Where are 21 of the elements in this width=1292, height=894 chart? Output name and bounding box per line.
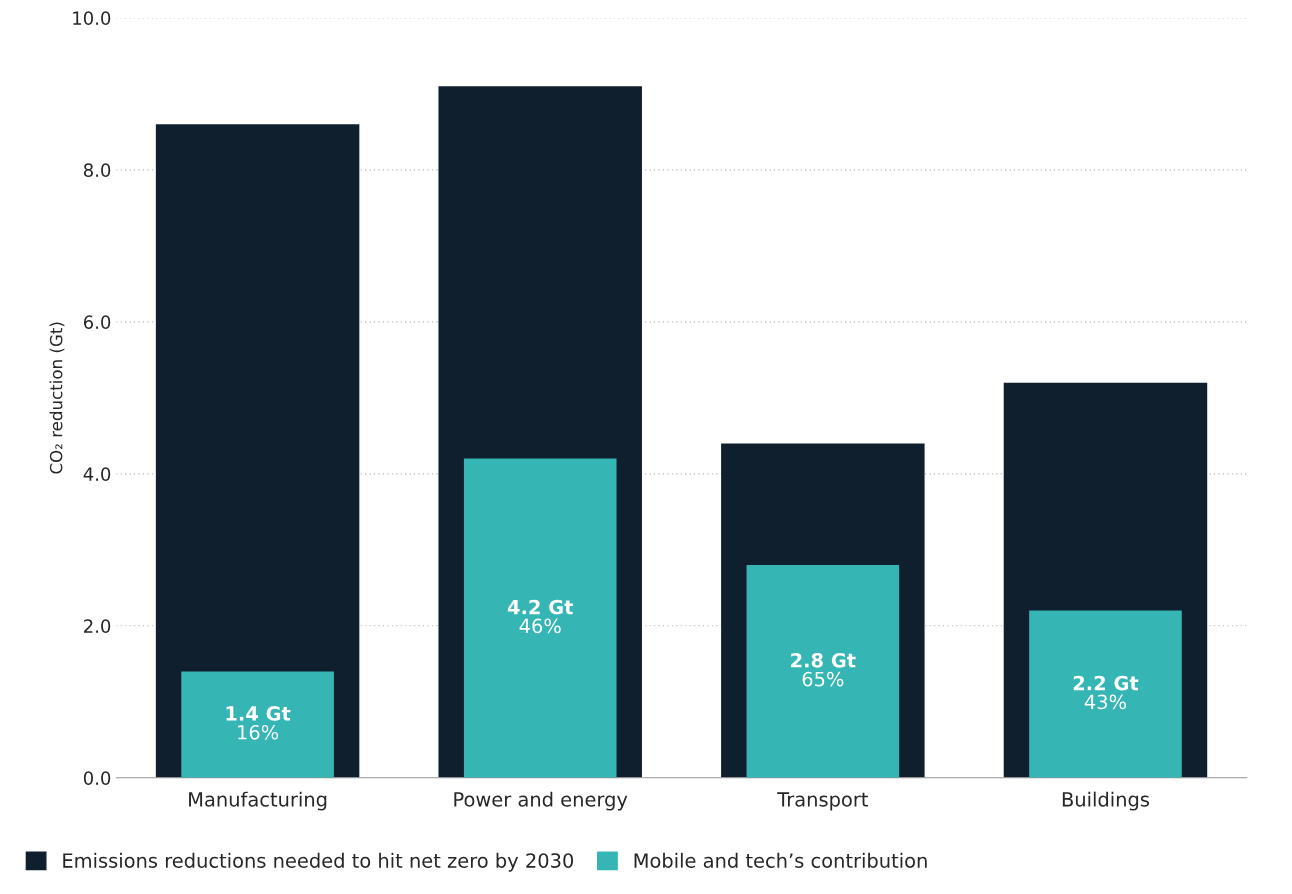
y-tick-label: 6.0 (83, 315, 111, 329)
data-label: 4.2 Gt 46% (507, 599, 574, 634)
legend-label: Emissions reductions needed to hit net zero by 2030 (63, 852, 574, 872)
bar (463, 458, 617, 778)
x-tick-label: Buildings (1062, 791, 1150, 811)
y-tick-label: 4.0 (83, 467, 111, 481)
data-label: 2.8 Gt 65% (791, 652, 856, 687)
bar (746, 565, 900, 778)
x-tick-label: Manufacturing (189, 791, 327, 811)
data-label: 2.2 Gt 43% (1073, 675, 1139, 710)
y-axis-title: CO₂ reduction (Gt) (49, 322, 65, 474)
x-tick-label: Power and energy (454, 791, 628, 811)
y-tick-label: 10.0 (73, 11, 111, 25)
y-tick-label: 0.0 (83, 771, 111, 785)
data-label: 1.4 Gt 16% (226, 706, 291, 740)
y-tick-label: 8.0 (83, 163, 111, 177)
bar (1029, 610, 1182, 778)
legend-label: Mobile and tech’s contribution (634, 852, 927, 868)
bar (181, 671, 334, 778)
y-tick-label: 2.0 (84, 619, 111, 633)
x-tick-label: Transport (777, 792, 868, 811)
